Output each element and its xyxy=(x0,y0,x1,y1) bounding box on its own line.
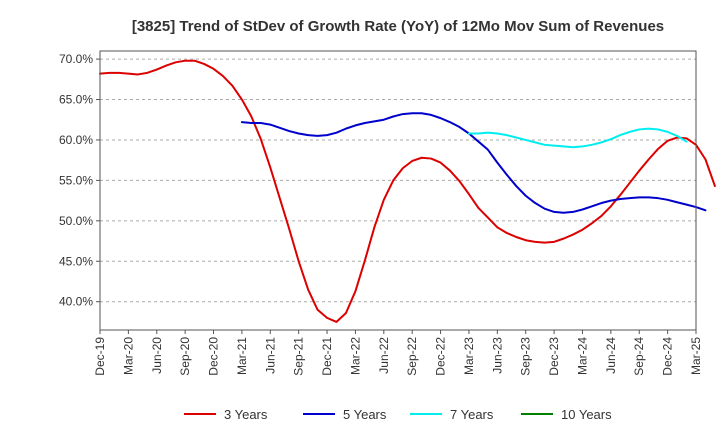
y-tick-label: 65.0% xyxy=(59,93,93,107)
x-tick-label: Sep-21 xyxy=(292,337,306,376)
x-tick-label: Mar-22 xyxy=(348,337,362,375)
legend-label: 3 Years xyxy=(224,407,268,422)
chart-title: [3825] Trend of StDev of Growth Rate (Yo… xyxy=(132,18,664,35)
x-tick-label: Dec-24 xyxy=(661,337,675,376)
x-tick-label: Sep-24 xyxy=(632,337,646,376)
x-tick-label: Dec-23 xyxy=(547,337,561,376)
y-tick-label: 45.0% xyxy=(59,254,93,268)
legend-label: 5 Years xyxy=(343,407,387,422)
x-tick-label: Dec-19 xyxy=(93,337,107,376)
x-tick-label: Sep-22 xyxy=(405,337,419,376)
y-tick-label: 40.0% xyxy=(59,295,93,309)
x-tick-label: Dec-22 xyxy=(434,337,448,376)
legend-label: 10 Years xyxy=(561,407,612,422)
x-tick-label: Sep-20 xyxy=(178,337,192,376)
gridlines xyxy=(100,58,696,303)
x-tick-label: Sep-23 xyxy=(519,337,533,376)
plot-area-frame xyxy=(99,50,697,331)
series-line-7-years xyxy=(467,127,688,149)
x-tick-label: Mar-20 xyxy=(121,337,135,375)
x-tick-label: Dec-21 xyxy=(320,337,334,376)
x-tick-label: Mar-25 xyxy=(689,337,703,375)
x-tick-label: Jun-22 xyxy=(377,337,391,374)
plot-series xyxy=(99,59,716,323)
legend-label: 7 Years xyxy=(450,407,494,422)
x-tick-label: Mar-23 xyxy=(462,337,476,375)
x-tick-label: Jun-20 xyxy=(150,337,164,374)
x-tick-label: Jun-24 xyxy=(604,337,618,374)
x-tick-label: Mar-21 xyxy=(235,337,249,375)
y-tick-label: 50.0% xyxy=(59,214,93,228)
series-line-5-years xyxy=(240,112,707,214)
y-tick-label: 60.0% xyxy=(59,133,93,147)
y-axis: 40.0% 45.0% 50.0% 55.0% 60.0% 65.0% 70.0% xyxy=(59,52,100,309)
x-tick-label: Jun-23 xyxy=(490,337,504,374)
x-tick-label: Jun-21 xyxy=(263,337,277,374)
x-tick-label: Dec-20 xyxy=(207,337,221,376)
series-line-3-years xyxy=(99,59,716,323)
y-tick-label: 55.0% xyxy=(59,173,93,187)
y-tick-label: 70.0% xyxy=(59,52,93,66)
legend: 3 Years 5 Years 7 Years 10 Years xyxy=(184,407,612,422)
x-tick-label: Mar-24 xyxy=(575,337,589,375)
x-axis: Dec-19 Mar-20 Jun-20 Sep-20 Dec-20 Mar-21 Jun-… xyxy=(93,330,703,376)
